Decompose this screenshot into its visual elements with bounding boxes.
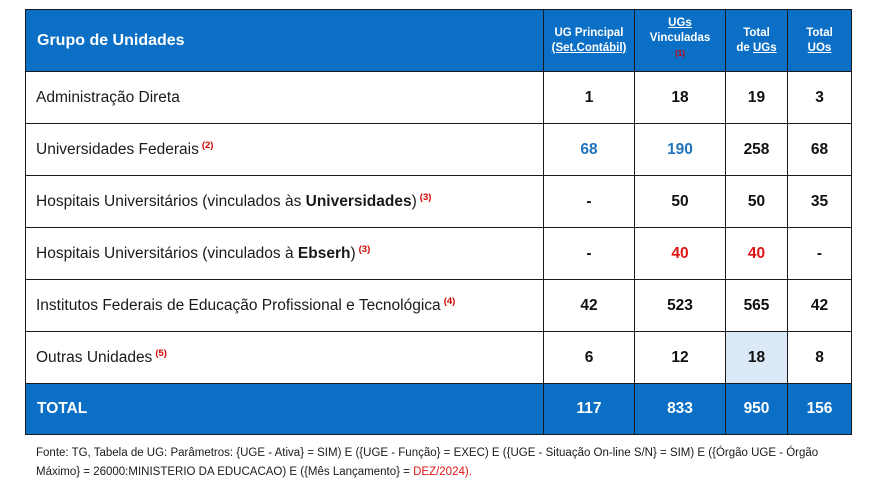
cell-ugs-vinculadas: 40 [634,227,726,280]
row-label-text: Institutos Federais de Educação Profissi… [36,297,441,315]
cell-ug-principal: 68 [543,123,635,176]
cell-ug-principal: - [543,175,635,228]
cell-total-uos: 68 [787,123,852,176]
cell-total-uos: 42 [787,279,852,332]
cell-total-ugs: 19 [725,71,788,124]
cell-total-ugs: 258 [725,123,788,176]
footnote-ref: (3) [358,243,371,255]
header-total-uos-line2: UOs [807,41,832,54]
total-total-uos: 156 [787,383,852,435]
row-label-text: Universidades Federais [36,141,199,159]
row-label-prefix: Hospitais Universitários (vinculados à [36,245,298,263]
header-group: Grupo de Unidades [25,9,544,72]
cell-ugs-vinculadas: 50 [634,175,726,228]
cell-total-ugs: 565 [725,279,788,332]
total-label: TOTAL [25,383,544,435]
row-label-suffix: ) [411,193,417,211]
header-total-ugs-u: UGs [752,41,777,54]
cell-total-uos: 8 [787,331,852,384]
header-ug-principal: UG Principal (Set.Contábil) [543,9,635,72]
header-ug-principal-line1: UG Principal [554,26,624,39]
table-row: Outras Unidades (5) 6 12 18 8 [25,331,852,384]
header-note-1: (1) [675,48,685,58]
cell-ug-principal: 6 [543,331,635,384]
header-ugs-vinculadas: UGs Vinculadas (1) [634,9,726,72]
row-label-text: Administração Direta [36,88,180,106]
cell-ug-principal: - [543,227,635,280]
cell-total-uos: - [787,227,852,280]
row-label: Hospitais Universitários (vinculados às … [25,175,544,228]
header-total-ugs-line1: Total [743,26,770,39]
footnote-ref: (4) [443,295,456,307]
cell-total-uos: 3 [787,71,852,124]
footnote-ref: (3) [419,191,432,203]
row-label: Universidades Federais (2) [25,123,544,176]
header-ug-principal-line2: (Set.Contábil) [551,41,627,54]
cell-ugs-vinculadas: 18 [634,71,726,124]
cell-total-ugs: 18 [725,331,788,384]
table-row: Institutos Federais de Educação Profissi… [25,279,852,332]
header-ugs-vinculadas-line1: UGs [668,16,692,29]
total-total-ugs: 950 [725,383,788,435]
total-ugs-vinculadas: 833 [634,383,726,435]
cell-ugs-vinculadas: 12 [634,331,726,384]
row-label: Outras Unidades (5) [25,331,544,384]
cell-total-ugs: 50 [725,175,788,228]
row-label-bold: Universidades [305,193,412,211]
row-label-suffix: ) [350,245,356,263]
row-label: Institutos Federais de Educação Profissi… [25,279,544,332]
table-row: Hospitais Universitários (vinculados às … [25,175,852,228]
table-row: Hospitais Universitários (vinculados à E… [25,227,852,280]
source-note: Fonte: TG, Tabela de UG: Parâmetros: {UG… [36,444,846,482]
header-total-uos-line1: Total [806,26,833,39]
row-label-bold: Ebserh [297,245,351,263]
cell-total-uos: 35 [787,175,852,228]
header-total-ugs: Total de UGs [725,9,788,72]
footnote-ref: (5) [155,347,167,359]
row-label: Administração Direta [25,71,544,124]
cell-ugs-vinculadas: 190 [634,123,726,176]
cell-total-ugs: 40 [725,227,788,280]
units-table: Grupo de Unidades UG Principal (Set.Cont… [25,9,852,435]
row-label: Hospitais Universitários (vinculados à E… [25,227,544,280]
footnote-ref: (2) [201,139,214,151]
row-label-text: Outras Unidades [36,349,153,367]
cell-ug-principal: 42 [543,279,635,332]
total-row: TOTAL 117 833 950 156 [25,383,852,435]
header-ugs-vinculadas-line2: Vinculadas [649,31,711,44]
header-total-ugs-prefix: de [736,41,753,54]
table-row: Universidades Federais (2) 68 190 258 68 [25,123,852,176]
cell-ug-principal: 1 [543,71,635,124]
source-text: Fonte: TG, Tabela de UG: Parâmetros: {UG… [36,447,819,478]
header-total-uos: Total UOs [787,9,852,72]
table-header: Grupo de Unidades UG Principal (Set.Cont… [25,9,852,72]
cell-ugs-vinculadas: 523 [634,279,726,332]
source-highlight: DEZ/2024). [413,466,472,478]
table-row: Administração Direta 1 18 19 3 [25,71,852,124]
row-label-prefix: Hospitais Universitários (vinculados às [36,193,306,211]
total-ug-principal: 117 [543,383,635,435]
